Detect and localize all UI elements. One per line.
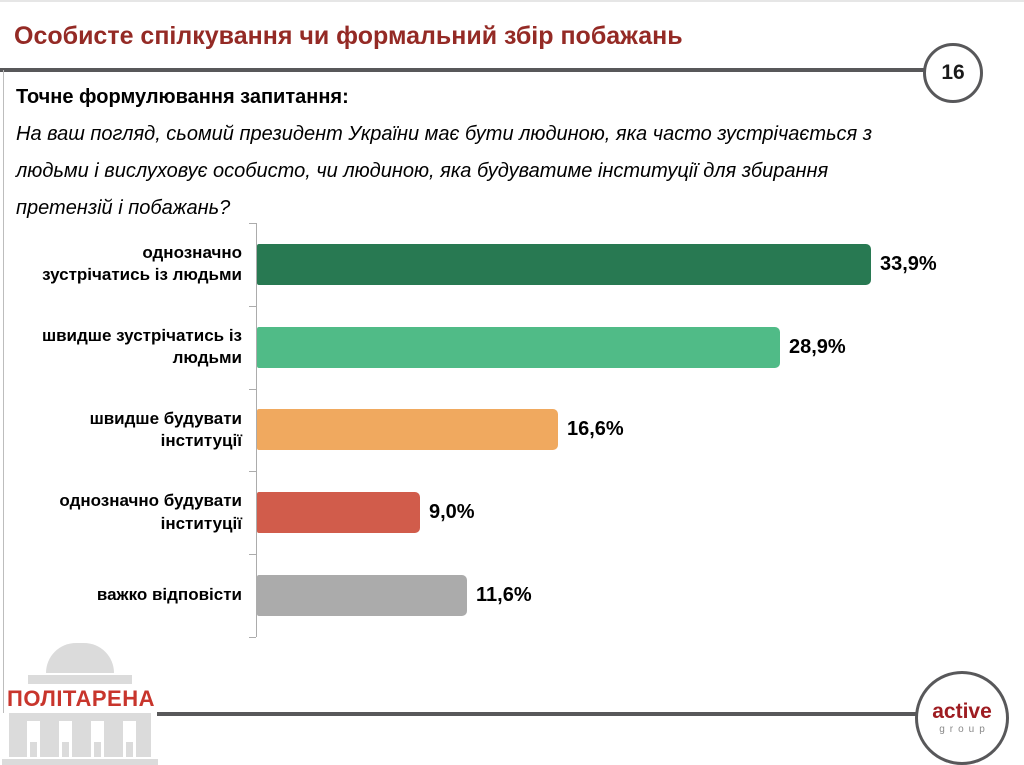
page-title: Особисте спілкування чи формальний збір … bbox=[14, 22, 683, 50]
active-group-logo-line1: active bbox=[932, 700, 992, 723]
building-column bbox=[126, 742, 133, 757]
category-label: однозначно зустрічатись із людьми bbox=[42, 242, 242, 285]
question-line-1: На ваш погляд, сьомий президент України … bbox=[16, 123, 873, 145]
building-cornice bbox=[28, 675, 132, 684]
axis-tick bbox=[249, 471, 256, 472]
building-gap bbox=[27, 721, 40, 757]
value-label: 11,6% bbox=[476, 584, 532, 607]
bar bbox=[257, 575, 467, 617]
axis-tick bbox=[249, 637, 256, 638]
bar bbox=[257, 492, 420, 534]
left-border-line bbox=[3, 70, 4, 713]
politarena-logo: ПОЛІТАРЕНА bbox=[2, 639, 158, 765]
value-label: 9,0% bbox=[429, 501, 475, 524]
value-label: 16,6% bbox=[567, 418, 624, 441]
chart-row: швидше зустрічатись із людьми 28,9% bbox=[0, 306, 960, 389]
category-label: важко відповісти bbox=[96, 585, 242, 605]
building-dome-icon bbox=[46, 643, 114, 673]
page-number-badge: 16 bbox=[923, 43, 983, 103]
chart-row: швидше будувати інституції 16,6% bbox=[0, 389, 960, 472]
building-column bbox=[30, 742, 37, 757]
bottom-divider-line bbox=[157, 712, 919, 716]
building-column bbox=[62, 742, 69, 757]
axis-tick bbox=[249, 223, 256, 224]
question-header: Точне формулювання запитання: bbox=[16, 86, 349, 108]
chart-row: однозначно зустрічатись із людьми 33,9% bbox=[0, 223, 960, 306]
building-base bbox=[2, 759, 158, 765]
active-group-logo-line2: group bbox=[939, 724, 990, 735]
question-line-3: претензій і побажань? bbox=[16, 197, 231, 219]
bar bbox=[257, 409, 558, 451]
bar-chart: однозначно зустрічатись із людьми 33,9% шви… bbox=[0, 223, 960, 638]
building-colonnade-icon bbox=[9, 713, 151, 757]
chart-axis bbox=[249, 223, 257, 638]
chart-rows: однозначно зустрічатись із людьми 33,9% шви… bbox=[0, 223, 960, 637]
axis-tick bbox=[249, 389, 256, 390]
category-label: швидше зустрічатись із людьми bbox=[41, 325, 242, 368]
active-group-logo: active group bbox=[915, 671, 1009, 765]
axis-tick bbox=[249, 554, 256, 555]
top-divider-line bbox=[0, 68, 926, 72]
question-line-2: людьми і вислуховує особисто, чи людиною… bbox=[16, 160, 829, 182]
category-label: швидше будувати інституції bbox=[89, 408, 242, 450]
question-block: Точне формулювання запитання: На ваш пог… bbox=[16, 86, 996, 227]
value-label: 33,9% bbox=[880, 252, 937, 275]
value-label: 28,9% bbox=[789, 335, 846, 358]
bar bbox=[257, 243, 871, 285]
politarena-logo-text: ПОЛІТАРЕНА bbox=[7, 686, 155, 711]
building-gap bbox=[59, 721, 72, 757]
page-number: 16 bbox=[941, 61, 965, 84]
chart-row: однозначно будувати інституції 9,0% bbox=[0, 471, 960, 554]
chart-row: важко відповісти 11,6% bbox=[0, 554, 960, 637]
building-gap bbox=[91, 721, 104, 757]
bar bbox=[257, 326, 780, 368]
building-column bbox=[94, 742, 101, 757]
axis-tick bbox=[249, 306, 256, 307]
category-label: однозначно будувати інституції bbox=[59, 491, 242, 533]
building-gap bbox=[123, 721, 136, 757]
